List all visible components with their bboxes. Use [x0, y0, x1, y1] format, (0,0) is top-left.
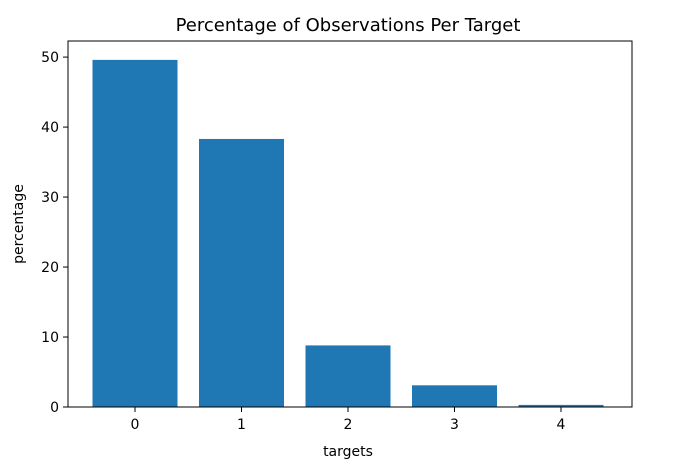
- y-tick-label: 40: [41, 120, 59, 136]
- bar-3: [412, 385, 497, 407]
- x-tick-label: 4: [557, 417, 566, 433]
- y-tick-label: 10: [41, 330, 59, 346]
- x-tick-label: 3: [450, 417, 459, 433]
- y-axis: 0 10 20 30 40 50: [41, 50, 68, 416]
- x-axis: 0 1 2 3 4: [131, 407, 566, 433]
- y-tick-label: 50: [41, 50, 59, 66]
- y-tick-label: 0: [50, 400, 59, 416]
- x-axis-label: targets: [323, 444, 373, 460]
- y-axis-label: percentage: [11, 184, 27, 264]
- bar-1: [199, 138, 284, 407]
- x-tick-label: 0: [131, 417, 140, 433]
- chart-title: Percentage of Observations Per Target: [176, 15, 521, 36]
- bar-4: [518, 404, 604, 407]
- x-tick-label: 1: [237, 417, 246, 433]
- x-tick-label: 2: [344, 417, 353, 433]
- plot-frame: [67, 40, 633, 408]
- y-tick-label: 20: [41, 260, 59, 276]
- bar-0: [92, 59, 178, 407]
- bars-group: [92, 59, 604, 407]
- y-tick-label: 30: [41, 190, 59, 206]
- bar-2: [305, 345, 391, 407]
